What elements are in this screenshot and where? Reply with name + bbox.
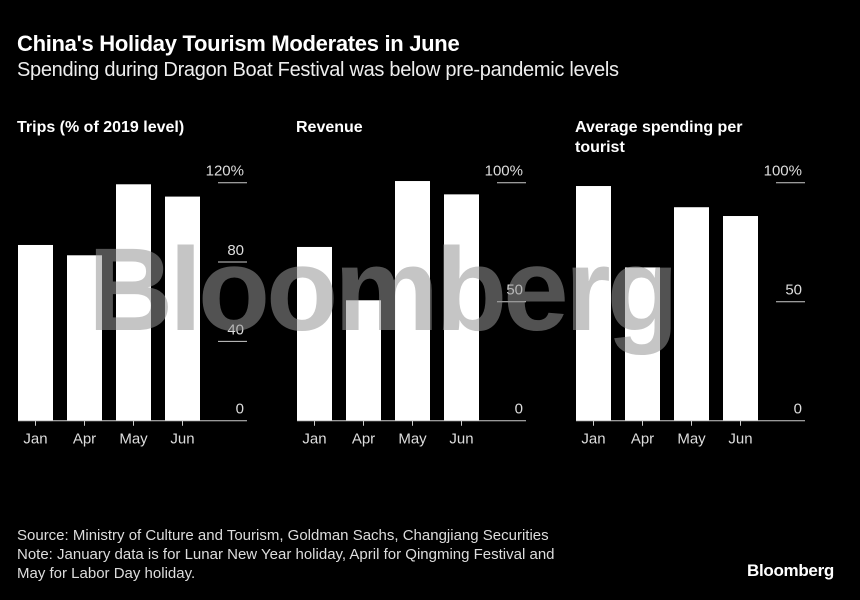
x-tick-label: May: [677, 431, 706, 448]
y-tick-label: 100%: [485, 163, 523, 180]
y-tick-label: 0: [515, 401, 523, 418]
bar-jun: [723, 216, 758, 421]
bar-may: [395, 181, 430, 421]
bar-jan: [18, 244, 53, 421]
panel-title-trips: Trips (% of 2019 level): [17, 119, 185, 136]
bar-jun: [165, 196, 200, 421]
footer-notes: Source: Ministry of Culture and Tourism,…: [17, 526, 555, 583]
x-tick-label: Jan: [23, 431, 47, 448]
y-tick-label: 0: [794, 401, 802, 418]
x-tick-label: May: [119, 431, 148, 448]
y-tick-label: 50: [785, 282, 802, 299]
x-tick-label: May: [398, 431, 427, 448]
chart-subtitle: Spending during Dragon Boat Festival was…: [17, 59, 619, 81]
bar-apr: [346, 300, 381, 421]
y-tick-label: 120%: [206, 163, 244, 180]
y-tick-label: 100%: [764, 163, 802, 180]
y-tick-label: 50: [506, 282, 523, 299]
note-text-2: May for Labor Day holiday.: [17, 565, 196, 582]
x-tick-label: Jun: [170, 431, 194, 448]
x-tick-label: Jun: [728, 431, 752, 448]
y-tick-label: 0: [236, 401, 244, 418]
bar-apr: [625, 267, 660, 421]
panel-title-revenue: Revenue: [296, 119, 363, 136]
chart-title: China's Holiday Tourism Moderates in Jun…: [17, 31, 460, 56]
y-tick-label: 80: [227, 242, 244, 259]
bar-jun: [444, 194, 479, 421]
bar-apr: [67, 255, 102, 421]
x-tick-label: Apr: [73, 431, 96, 448]
x-tick-label: Jan: [302, 431, 326, 448]
x-tick-label: Apr: [352, 431, 375, 448]
bar-may: [116, 184, 151, 421]
x-tick-label: Jan: [581, 431, 605, 448]
x-tick-label: Jun: [449, 431, 473, 448]
bar-may: [674, 207, 709, 421]
bloomberg-logo: Bloomberg: [746, 561, 834, 580]
panel-title-spending: Average spending per tourist: [575, 119, 743, 156]
bar-jan: [297, 246, 332, 421]
source-text: Source: Ministry of Culture and Tourism,…: [17, 527, 549, 544]
note-text-1: Note: January data is for Lunar New Year…: [17, 546, 555, 563]
y-tick-label: 40: [227, 321, 244, 338]
bar-jan: [576, 186, 611, 421]
x-tick-label: Apr: [631, 431, 654, 448]
